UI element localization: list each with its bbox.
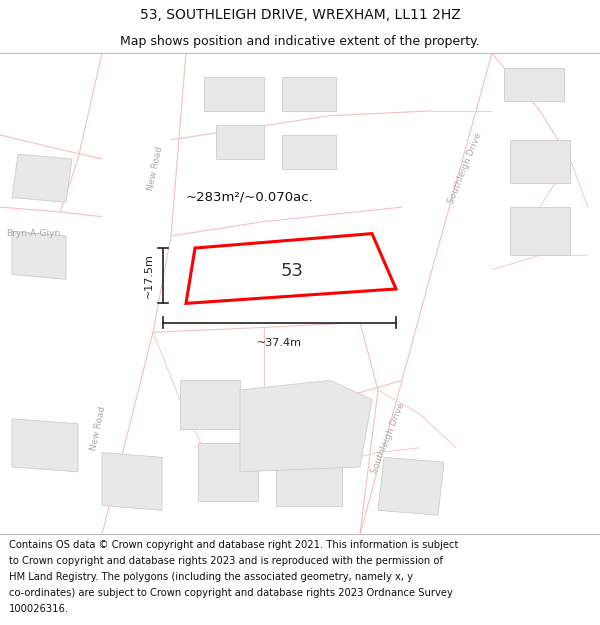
Polygon shape [510, 140, 570, 183]
Polygon shape [180, 381, 240, 429]
Text: ~37.4m: ~37.4m [257, 338, 302, 348]
Polygon shape [216, 125, 264, 159]
Text: ~17.5m: ~17.5m [144, 253, 154, 298]
Text: New Road: New Road [89, 406, 107, 452]
Text: 53: 53 [281, 262, 304, 279]
Text: New Road: New Road [146, 146, 164, 192]
Text: to Crown copyright and database rights 2023 and is reproduced with the permissio: to Crown copyright and database rights 2… [9, 556, 443, 566]
Polygon shape [276, 452, 342, 506]
Text: Southleigh Drive: Southleigh Drive [370, 401, 407, 475]
Text: HM Land Registry. The polygons (including the associated geometry, namely x, y: HM Land Registry. The polygons (includin… [9, 572, 413, 582]
Polygon shape [102, 452, 162, 510]
Text: Bryn-A-Glyn: Bryn-A-Glyn [6, 229, 60, 238]
Text: co-ordinates) are subject to Crown copyright and database rights 2023 Ordnance S: co-ordinates) are subject to Crown copyr… [9, 588, 453, 598]
Polygon shape [12, 419, 78, 472]
Polygon shape [204, 77, 264, 111]
Polygon shape [378, 458, 444, 515]
Polygon shape [198, 443, 258, 501]
Polygon shape [282, 77, 336, 111]
Text: 53, SOUTHLEIGH DRIVE, WREXHAM, LL11 2HZ: 53, SOUTHLEIGH DRIVE, WREXHAM, LL11 2HZ [140, 8, 460, 22]
Text: 100026316.: 100026316. [9, 604, 69, 614]
Polygon shape [282, 135, 336, 169]
Polygon shape [12, 154, 72, 202]
Text: Map shows position and indicative extent of the property.: Map shows position and indicative extent… [120, 35, 480, 48]
Text: ~283m²/~0.070ac.: ~283m²/~0.070ac. [186, 191, 314, 204]
Polygon shape [186, 234, 396, 303]
Polygon shape [12, 231, 66, 279]
Polygon shape [510, 207, 570, 255]
Polygon shape [504, 68, 564, 101]
Text: Contains OS data © Crown copyright and database right 2021. This information is : Contains OS data © Crown copyright and d… [9, 540, 458, 550]
Text: Southleigh Drive: Southleigh Drive [446, 132, 484, 206]
Polygon shape [240, 381, 372, 472]
